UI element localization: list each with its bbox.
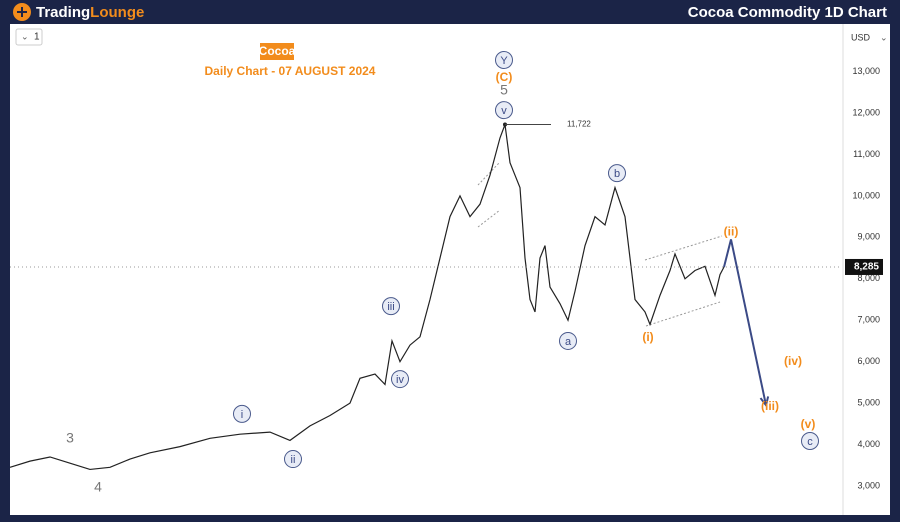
y-tick-label: 12,000	[852, 107, 880, 117]
y-tick-label: 10,000	[852, 190, 880, 200]
current-box	[845, 258, 883, 275]
y-tick-label: 11,000	[853, 149, 880, 159]
y-tick-label: 13,000	[852, 66, 880, 76]
interval-button[interactable]	[15, 28, 43, 46]
chart-title: Cocoa	[259, 44, 296, 58]
wave-label: 3	[66, 430, 74, 446]
wave-circle	[559, 331, 577, 350]
wave-circle	[801, 432, 819, 451]
wave-label: (i)	[642, 330, 653, 344]
interval-caret: ⌄	[21, 31, 29, 41]
y-tick-label: 6,000	[857, 356, 880, 366]
wave-label: (v)	[801, 417, 816, 431]
wave-label: 4	[94, 479, 102, 495]
current-label: 8,285	[854, 262, 879, 273]
y-tick-label: 3,000	[857, 480, 880, 490]
channel	[644, 235, 723, 327]
y-tick-label: 7,000	[857, 315, 880, 325]
wave-label: (ii)	[724, 224, 739, 238]
wave-label: iv	[396, 374, 404, 386]
projection-line	[723, 239, 767, 406]
y-tick-label: 4,000	[857, 439, 880, 449]
wave-label: (iii)	[761, 399, 779, 413]
wave-circle	[382, 297, 400, 316]
currency-caret: ⌄	[880, 32, 888, 42]
peak-label: 11,722	[567, 120, 591, 129]
y-tick-label: 5,000	[857, 397, 880, 407]
price-line	[9, 124, 725, 471]
wave-circle	[608, 164, 626, 183]
wave-label: v	[501, 105, 507, 117]
wave-label: (iv)	[784, 354, 802, 368]
y-tick-label: 8,000	[857, 273, 880, 283]
arrow-head	[759, 396, 770, 408]
logo-mark	[17, 7, 27, 17]
wave-circle	[233, 404, 251, 423]
wave-label: ii	[291, 454, 296, 466]
brand-first: Trading	[36, 4, 90, 21]
brand: TradingLounge	[36, 4, 144, 21]
interval: 1	[34, 32, 40, 43]
title-box	[260, 43, 294, 60]
currency: USD	[851, 32, 871, 42]
wave-label: c	[807, 436, 813, 448]
page-title: Cocoa Commodity 1D Chart	[688, 4, 887, 21]
currency-menu[interactable]	[847, 29, 887, 67]
plot: 11,72234iiiiiiivv5(C)Yab(i)(ii)(iii)(iv)…	[9, 50, 840, 495]
wave-circle	[284, 450, 302, 469]
wave-label: Y	[500, 55, 508, 67]
wave-label: (C)	[496, 70, 513, 84]
brand-second: Lounge	[90, 4, 144, 21]
wave-circle	[391, 370, 409, 389]
channel	[477, 161, 501, 228]
wave-label: i	[241, 409, 243, 421]
wave-label: b	[614, 168, 620, 180]
wave-label: a	[565, 336, 572, 348]
wave-circle	[495, 50, 513, 69]
chart-subtitle: Daily Chart - 07 AUGUST 2024	[205, 64, 376, 78]
wave-circle	[495, 101, 513, 120]
wave-label: iii	[387, 301, 394, 313]
y-tick-label: 9,000	[857, 232, 880, 242]
chart-area	[10, 24, 890, 515]
wave-label: 5	[500, 82, 508, 98]
